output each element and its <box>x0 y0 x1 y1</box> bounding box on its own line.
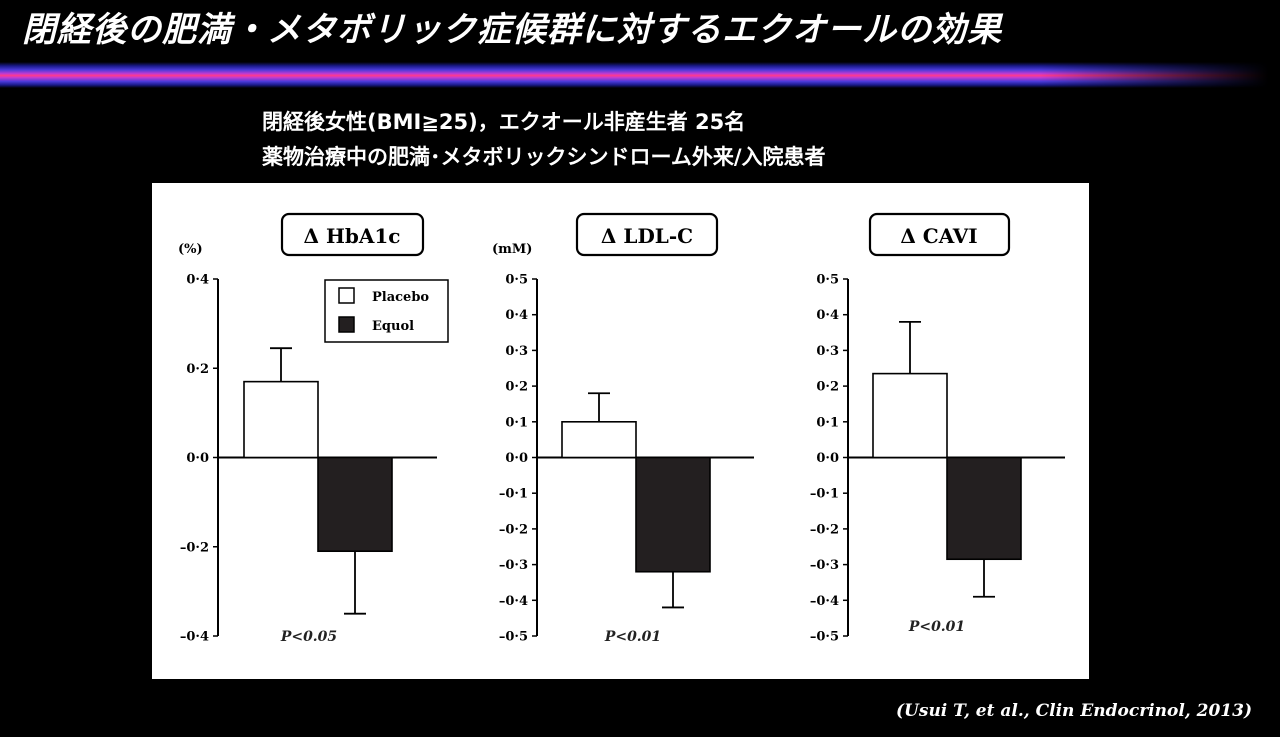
chart2-placebo-bar <box>561 421 637 459</box>
chart-panel: Δ HbA1c (%) 0·4 0·2 0·0 –0·2 –0·4 P<0.05 Placebo… <box>152 183 1089 679</box>
chart2-title-box <box>575 212 719 257</box>
chart2-tick-label: 0·5 <box>505 273 528 288</box>
chart3-tick-label: 0·2 <box>816 380 839 395</box>
chart3-tick-label: –0·2 <box>810 522 839 537</box>
chart2-equol-bar <box>635 456 711 573</box>
chart2-p-value: P<0.01 <box>604 629 661 645</box>
chart1-title: Δ HbA1c <box>304 224 401 248</box>
slide-title: 閉経後の肥満・メタボリック症候群に対するエクオールの効果 <box>22 10 1002 50</box>
chart2-tick-label: 0·3 <box>505 344 528 359</box>
chart2-tick-label: 0·2 <box>505 380 528 395</box>
chart1-equol-bar <box>317 456 393 553</box>
chart3-tick-label: –0·5 <box>810 630 839 645</box>
legend-equol-swatch <box>338 316 355 333</box>
bar-charts-svg: Δ HbA1c (%) 0·4 0·2 0·0 –0·2 –0·4 P<0.05 Placebo… <box>178 212 1065 645</box>
chart2-tick-label: 0·1 <box>505 415 528 430</box>
chart1-tick-label: –0·4 <box>180 630 209 645</box>
chart1-p-value: P<0.05 <box>280 629 337 645</box>
chart2-tick-label: –0·2 <box>499 522 528 537</box>
legend-equol-label: Equol <box>372 319 414 334</box>
chart2-tick-label: 0·0 <box>505 451 528 466</box>
chart3-tick-label: –0·4 <box>810 594 839 609</box>
chart3-placebo-bar <box>872 372 948 459</box>
chart1-tick-label: 0·0 <box>186 451 209 466</box>
chart3-tick-label: –0·1 <box>810 487 839 502</box>
chart3-tick-label: –0·3 <box>810 558 839 573</box>
chart2-unit-label: (mM) <box>492 242 532 257</box>
chart1-title-box <box>280 212 425 257</box>
chart3-equol-bar <box>946 456 1022 561</box>
chart1-unit-label: (%) <box>178 242 203 257</box>
legend-placebo-label: Placebo <box>372 290 429 305</box>
study-population-line: 閉経後女性(BMI≧25)，エクオール非産生者 25名 <box>262 110 746 134</box>
legend-placebo-swatch <box>338 287 355 304</box>
chart2-tick-label: –0·4 <box>499 594 528 609</box>
chart2-tick-label: –0·1 <box>499 487 528 502</box>
header-band-fade <box>1040 62 1280 88</box>
chart1-tick-label: –0·2 <box>180 540 209 555</box>
chart2-title: Δ LDL-C <box>601 224 693 248</box>
chart3-title: Δ CAVI <box>900 224 977 248</box>
chart3-p-value: P<0.01 <box>908 619 965 635</box>
patient-setting-line: 薬物治療中の肥満･メタボリックシンドローム外来/入院患者 <box>262 145 826 169</box>
chart3-tick-label: 0·5 <box>816 273 839 288</box>
chart1-placebo-bar <box>243 380 319 459</box>
chart2-tick-label: –0·5 <box>499 630 528 645</box>
chart3-tick-label: 0·0 <box>816 451 839 466</box>
chart3-title-box <box>868 212 1011 257</box>
citation: (Usui T, et al., Clin Endocrinol, 2013) <box>896 701 1252 721</box>
chart1-tick-label: 0·2 <box>186 362 209 377</box>
chart3-tick-label: 0·4 <box>816 308 839 323</box>
chart2-tick-label: 0·4 <box>505 308 528 323</box>
chart1-tick-label: 0·4 <box>186 273 209 288</box>
chart2-tick-label: –0·3 <box>499 558 528 573</box>
chart3-tick-label: 0·3 <box>816 344 839 359</box>
chart3-tick-label: 0·1 <box>816 415 839 430</box>
